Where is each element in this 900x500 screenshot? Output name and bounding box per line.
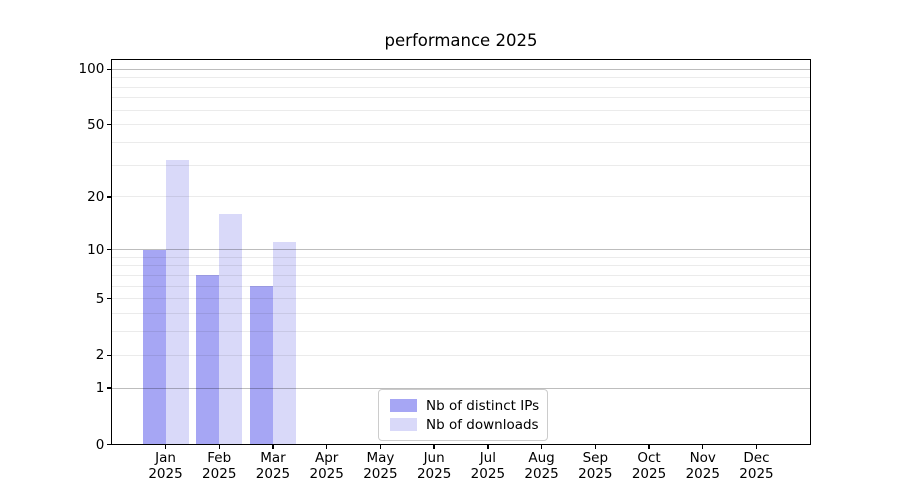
x-tick-year: 2025 [309, 465, 344, 482]
gridline-minor [111, 109, 811, 111]
bar-distinct-ips-mar [249, 286, 273, 445]
legend-label-downloads: Nb of downloads [426, 416, 539, 433]
x-tick-year: 2025 [739, 465, 774, 482]
x-tick-month: Mar [260, 450, 286, 466]
gridline-minor [111, 77, 811, 79]
legend-item: Nb of downloads [390, 415, 539, 434]
x-tick-year: 2025 [631, 465, 667, 482]
y-tick-mark [107, 248, 112, 251]
x-tick-label-dec: Dec 2025 [724, 450, 788, 482]
x-tick-mark [379, 444, 382, 450]
gridline-minor [111, 256, 811, 258]
x-tick-year: 2025 [202, 465, 237, 482]
x-tick-mark [326, 444, 328, 450]
x-tick-year: 2025 [470, 465, 506, 482]
x-tick-month: Aug [528, 450, 555, 466]
x-tick-year: 2025 [148, 465, 183, 482]
gridline-minor [111, 285, 811, 287]
x-tick-label-nov: Nov 2025 [671, 450, 735, 482]
gridline-minor [111, 274, 811, 276]
x-tick-mark [272, 444, 274, 450]
y-tick-mark [107, 354, 112, 356]
bar-distinct-ips-jan [142, 249, 166, 445]
x-tick-year: 2025 [685, 465, 720, 482]
gridline-minor [111, 313, 811, 315]
x-tick-label-jun: Jun 2025 [402, 450, 466, 482]
x-tick-label-may: May 2025 [348, 450, 412, 482]
gridline-major [111, 68, 811, 70]
gridline-minor [111, 354, 811, 356]
x-tick-label-sep: Sep 2025 [563, 450, 627, 482]
gridline-minor [111, 265, 811, 267]
gridline-minor [111, 97, 811, 99]
y-tick-mark [107, 443, 112, 446]
bar-downloads-mar [272, 242, 296, 445]
x-tick-month: Apr [315, 450, 339, 466]
x-tick-month: Nov [689, 450, 716, 466]
x-tick-mark [487, 444, 489, 450]
x-tick-month: Jul [479, 450, 496, 466]
y-tick-mark [107, 68, 112, 70]
x-tick-label-jul: Jul 2025 [456, 450, 520, 482]
x-tick-mark [648, 444, 650, 450]
x-tick-mark [540, 444, 543, 450]
y-tick-label: 1 [95, 380, 105, 397]
x-tick-month: May [366, 450, 395, 466]
legend-item: Nb of distinct IPs [390, 396, 539, 415]
y-tick-mark [107, 298, 112, 300]
x-tick-month: Sep [582, 450, 609, 466]
bar-distinct-ips-feb [196, 275, 220, 445]
gridline-minor [111, 86, 811, 88]
y-tick-label: 2 [95, 347, 105, 364]
legend: Nb of distinct IPs Nb of downloads [378, 389, 549, 441]
x-tick-year: 2025 [255, 465, 291, 482]
x-tick-year: 2025 [578, 465, 613, 482]
x-tick-year: 2025 [416, 465, 452, 482]
x-tick-label-aug: Aug 2025 [510, 450, 574, 482]
gridline-major [111, 387, 811, 389]
legend-swatch-distinct-ips [390, 398, 417, 413]
gridline-minor [111, 124, 811, 126]
legend-swatch-downloads [390, 417, 417, 432]
x-tick-mark [218, 444, 220, 450]
gridline-major [111, 249, 811, 251]
y-tick-label: 100 [78, 61, 105, 78]
y-tick-label: 50 [87, 116, 105, 133]
gridline-minor [111, 298, 811, 300]
chart-title: performance 2025 [384, 31, 538, 50]
x-tick-label-mar: Mar 2025 [241, 450, 305, 482]
x-tick-year: 2025 [524, 465, 559, 482]
x-tick-month: Dec [743, 450, 770, 466]
x-tick-mark [702, 444, 704, 450]
x-tick-year: 2025 [363, 465, 398, 482]
x-tick-mark [755, 444, 758, 450]
y-tick-label: 0 [95, 436, 105, 453]
gridline-minor [111, 331, 811, 333]
gridline-minor [111, 196, 811, 198]
gridline-minor [111, 142, 811, 144]
y-tick-label: 5 [95, 290, 105, 307]
x-tick-label-oct: Oct 2025 [617, 450, 681, 482]
gridline-minor [111, 164, 811, 166]
x-tick-month: Jan [155, 450, 176, 466]
x-tick-label-jan: Jan 2025 [134, 450, 198, 482]
x-tick-month: Oct [637, 450, 661, 466]
bar-downloads-jan [165, 160, 189, 445]
y-tick-mark [107, 387, 112, 389]
x-tick-label-apr: Apr 2025 [295, 450, 359, 482]
y-tick-label: 10 [87, 241, 105, 258]
legend-label-distinct-ips: Nb of distinct IPs [426, 397, 540, 414]
x-tick-mark [594, 444, 596, 450]
x-tick-mark [433, 444, 435, 450]
y-tick-mark [107, 124, 112, 126]
x-tick-month: Feb [207, 450, 232, 466]
y-tick-mark [107, 196, 112, 198]
y-tick-label: 20 [87, 188, 105, 205]
x-tick-label-feb: Feb 2025 [187, 450, 251, 482]
x-tick-month: Jun [423, 450, 445, 466]
bar-downloads-feb [219, 214, 243, 445]
x-tick-mark [164, 444, 167, 450]
